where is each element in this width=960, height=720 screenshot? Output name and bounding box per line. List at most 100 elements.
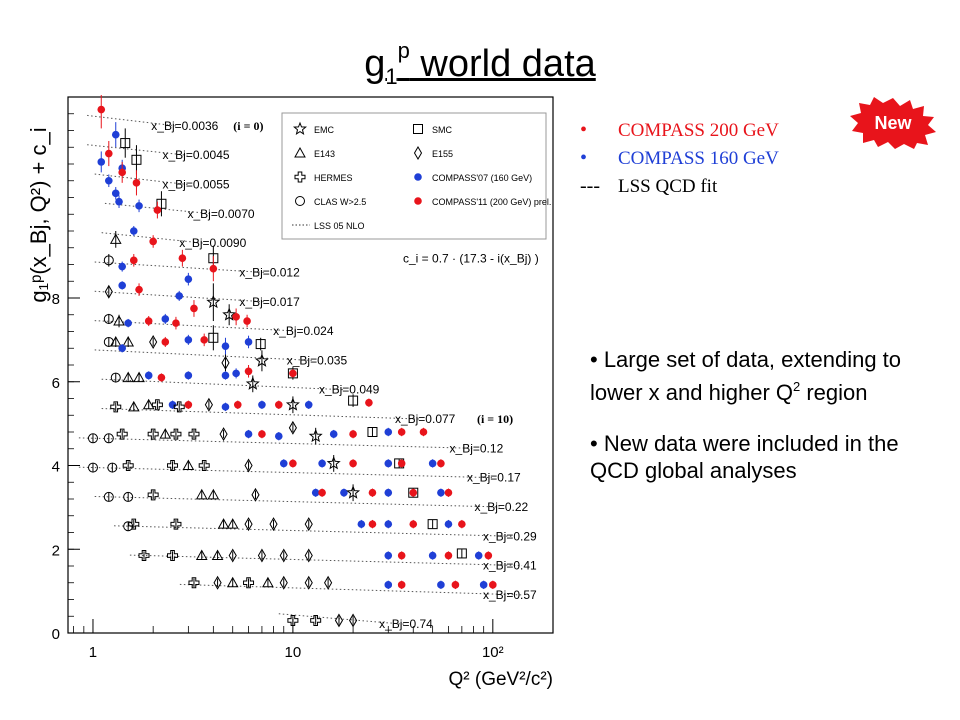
lss-fit-line <box>101 378 344 391</box>
clas-point <box>87 462 98 473</box>
compass200-point <box>368 520 377 528</box>
compass160-point <box>244 338 253 346</box>
marker-legend-label: HERMES <box>314 173 353 183</box>
compass160-point <box>232 369 240 378</box>
lss-fit-line <box>278 613 405 625</box>
compass200-point <box>258 430 266 438</box>
compass160-point <box>444 520 453 528</box>
y-tick-label: 2 <box>52 542 60 559</box>
e155-point <box>288 420 297 435</box>
hermes-point <box>147 489 159 501</box>
e143-point <box>113 315 125 326</box>
compass160-point <box>221 403 230 411</box>
compass200-point <box>397 459 406 468</box>
smc-point <box>456 548 467 559</box>
compass200-point <box>118 168 126 177</box>
emc-point <box>308 428 323 443</box>
hermes-point <box>294 171 306 183</box>
hermes-point <box>243 577 255 589</box>
compass160-point <box>111 189 120 198</box>
e155-point <box>257 548 267 563</box>
e155-point <box>251 487 260 502</box>
e155-point <box>349 613 358 628</box>
compass160-point <box>479 581 488 589</box>
xbj-bin-label: x_Bj=0.57 <box>483 588 537 602</box>
e143-point <box>127 400 140 412</box>
compass200-point <box>144 317 153 325</box>
compass160-point <box>384 551 393 560</box>
e143-point <box>159 428 172 439</box>
xbj-bin-label: x_Bj=0.0036 <box>151 119 218 133</box>
compass160-point <box>184 275 193 283</box>
compass160-point <box>384 488 393 497</box>
compass200-point <box>458 520 466 528</box>
compass160-point <box>115 197 123 206</box>
e143-point <box>133 371 145 383</box>
e155-point <box>228 548 237 563</box>
xbj-bin-label: x_Bj=0.024 <box>273 324 334 338</box>
compass200-point <box>289 369 297 378</box>
lss-fit-line <box>129 554 523 567</box>
e155-point <box>244 517 253 532</box>
note-2: • New data were included in the QCD glob… <box>590 431 899 483</box>
smc-point <box>120 138 131 149</box>
compass200-point <box>414 197 422 205</box>
compass160-point <box>304 400 313 409</box>
compass160-point <box>258 400 266 409</box>
e155-point <box>279 548 288 563</box>
compass160-point <box>329 430 338 438</box>
xbj-bin-label: x_Bj=0.74 <box>379 617 433 631</box>
compass200-point <box>209 264 218 273</box>
smc-point <box>367 427 378 437</box>
xbj-bin-label: x_Bj=0.29 <box>483 529 537 543</box>
e155-point <box>204 397 213 412</box>
xbj-bin-label: x_Bj=0.012 <box>239 265 300 279</box>
e155-point <box>304 548 313 563</box>
bullet-blue: • <box>580 147 588 169</box>
e143-point <box>182 459 195 470</box>
xbj-bin-label: x_Bj=0.12 <box>450 441 504 455</box>
e155-point <box>219 427 228 442</box>
e143-point <box>217 518 230 529</box>
hermes-point <box>116 428 128 440</box>
xbj-bin-label: x_Bj=0.017 <box>239 295 300 309</box>
compass160-point <box>414 173 422 181</box>
e155-point <box>279 575 288 590</box>
compass200-point <box>274 400 283 409</box>
compass200-point <box>161 338 170 346</box>
hermes-point <box>128 518 140 530</box>
y-tick-label: 8 <box>52 291 60 308</box>
hermes-point <box>310 614 322 626</box>
compass200-point <box>419 428 428 436</box>
hermes-point <box>170 518 182 530</box>
compass160-point <box>244 430 253 438</box>
compass200-point <box>349 430 357 438</box>
e155-point <box>334 613 344 628</box>
smc-point <box>287 368 298 379</box>
emc-point <box>346 485 361 499</box>
compass200-point <box>157 373 166 382</box>
e143-point <box>122 335 135 347</box>
clas-point <box>103 433 114 444</box>
compass200-point <box>368 488 377 497</box>
smc-point <box>408 487 419 498</box>
xbj-bin-label: x_Bj=0.049 <box>319 383 380 397</box>
marker-legend-label: LSS 05 NLO <box>314 221 365 231</box>
xbj-bin-label: x_Bj=0.077 <box>395 412 456 426</box>
compass200-point <box>233 400 242 409</box>
compass200-point <box>184 400 193 409</box>
compass160-point <box>118 281 126 290</box>
compass160-point <box>221 371 230 380</box>
xbj-bin-label: x_Bj=0.22 <box>475 500 529 514</box>
compass160-point <box>274 432 283 440</box>
compass160-point <box>184 336 193 344</box>
compass160-point <box>437 488 445 497</box>
comparison-legend: • COMPASS 200 GeV • COMPASS 160 GeV --- LSS… <box>580 116 779 200</box>
e155-point <box>304 575 313 590</box>
label-compass160: COMPASS 160 GeV <box>618 148 779 169</box>
smc-point <box>413 124 423 134</box>
marker-legend-label: COMPASS'11 (200 GeV) prel. <box>432 197 551 207</box>
compass200-point <box>244 367 253 376</box>
lss-fit-line <box>87 114 177 127</box>
smc-point <box>255 339 266 350</box>
